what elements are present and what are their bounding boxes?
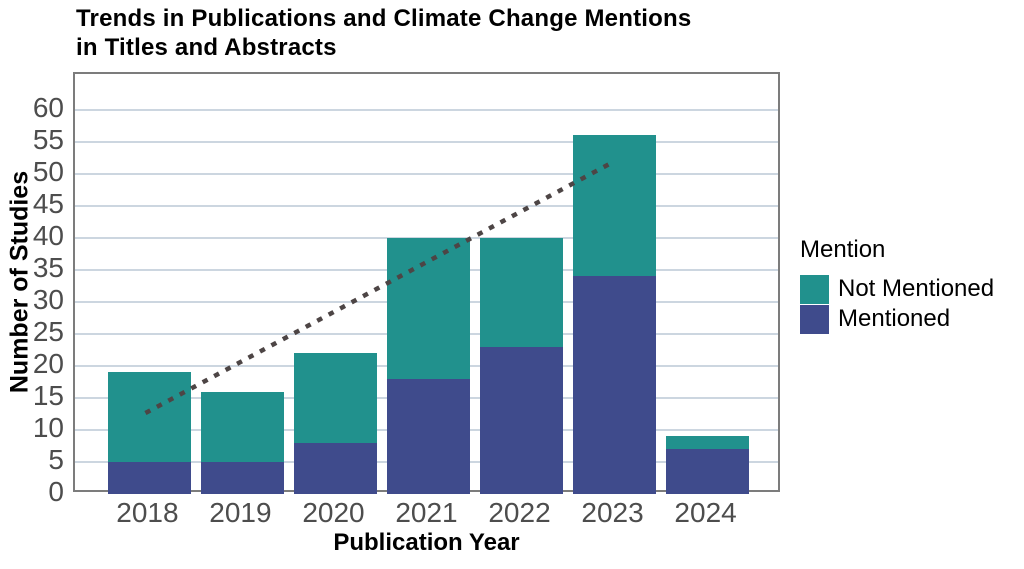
x-tick-label-2023: 2023 [581, 497, 644, 528]
legend-item-label: Not Mentioned [838, 275, 995, 302]
gridline-50 [75, 172, 778, 175]
y-tick-label-20: 20 [32, 347, 64, 379]
gridline-45 [75, 204, 778, 207]
bar-2022-not-mentioned [479, 237, 564, 347]
x-tick-label-2021: 2021 [395, 497, 458, 528]
bar-2023-not-mentioned [572, 135, 657, 277]
y-tick-label-45: 45 [32, 187, 64, 219]
gridline-55 [75, 140, 778, 143]
x-tick-label-2024: 2024 [674, 497, 737, 528]
plot-panel [73, 72, 780, 494]
y-tick-label-5: 5 [48, 443, 64, 475]
bar-2019-mentioned [200, 461, 285, 494]
legend: Mention Not Mentioned Mentioned [800, 236, 994, 334]
y-tick-label-0: 0 [48, 476, 64, 507]
legend-item-not-mentioned: Not Mentioned [800, 274, 994, 304]
x-tick-label-2018: 2018 [116, 497, 179, 528]
legend-key-swatch [800, 304, 829, 334]
legend-title: Mention [800, 236, 886, 263]
y-tick-label-30: 30 [32, 283, 64, 315]
chart-title-line2: in Titles and Abstracts [76, 34, 337, 61]
y-tick-label-25: 25 [32, 315, 64, 347]
x-axis-title: Publication Year [333, 529, 520, 556]
y-tick-label-35: 35 [32, 251, 64, 283]
y-tick-label-15: 15 [32, 379, 64, 411]
bar-2018-not-mentioned [107, 372, 192, 462]
bar-2021-mentioned [386, 378, 471, 494]
y-tick-label-40: 40 [32, 219, 64, 251]
bar-2020-mentioned [293, 442, 378, 494]
legend-items: Not Mentioned Mentioned [800, 274, 994, 334]
chart-title: Trends in Publications and Climate Chang… [76, 4, 691, 62]
bar-2024-not-mentioned [665, 436, 750, 450]
bar-2022-mentioned [479, 346, 564, 494]
legend-item-label: Mentioned [838, 305, 951, 332]
chart-title-line1: Trends in Publications and Climate Chang… [76, 5, 692, 32]
bar-2021-not-mentioned [386, 237, 471, 379]
y-tick-label-10: 10 [32, 411, 64, 443]
x-tick-label-2019: 2019 [209, 497, 272, 528]
bar-2024-mentioned [665, 449, 750, 494]
y-tick-label-55: 55 [32, 123, 64, 155]
y-tick-label-50: 50 [32, 155, 64, 187]
legend-item-mentioned: Mentioned [800, 304, 994, 334]
x-tick-label-2022: 2022 [488, 497, 551, 528]
legend-key-swatch [800, 274, 829, 304]
gridline-60 [75, 108, 778, 111]
bar-2018-mentioned [107, 461, 192, 494]
x-tick-label-2020: 2020 [302, 497, 365, 528]
y-tick-label-60: 60 [32, 91, 64, 123]
bar-2023-mentioned [572, 276, 657, 494]
bar-2020-not-mentioned [293, 353, 378, 443]
bar-2019-not-mentioned [200, 391, 285, 462]
